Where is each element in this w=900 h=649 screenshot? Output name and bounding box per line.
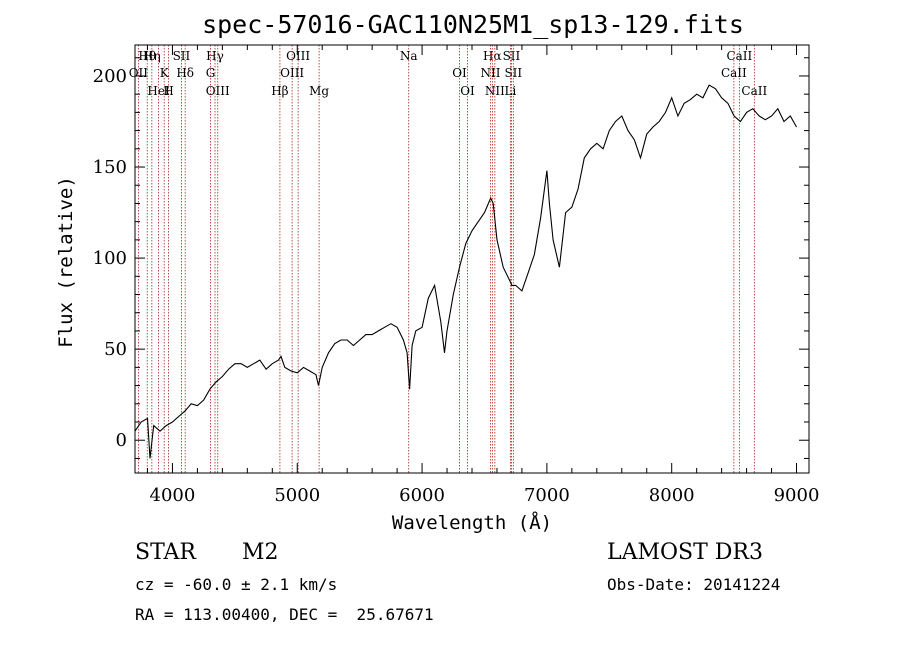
chart-title: spec-57016-GAC110N25M1_sp13-129.fits (202, 10, 744, 39)
obs-date: Obs-Date: 20141224 (607, 575, 781, 594)
spectral-line-label: G (206, 66, 216, 80)
y-tick-label: 0 (116, 430, 127, 451)
spectral-line-label: OIII (280, 66, 304, 80)
object-subclass: M2 (242, 540, 279, 565)
spectral-line-label: OII (129, 66, 149, 80)
spectral-line-label: Hη (143, 49, 161, 63)
y-tick-label: 50 (104, 339, 127, 360)
spectral-line-label: H (163, 84, 173, 98)
spectral-line-label: CaII (726, 49, 752, 63)
object-class: STAR (135, 540, 196, 565)
spectral-line-label: CaII (741, 84, 767, 98)
spectral-line-label: Mg (309, 84, 329, 98)
y-axis: 0 50 100 150 200 (93, 57, 809, 459)
spectral-line-label: Hγ (206, 49, 224, 63)
x-tick-label: 8000 (649, 485, 695, 506)
spectral-line-label: SII (173, 49, 191, 63)
y-tick-label: 100 (93, 248, 127, 269)
spectral-line-label: Hβ (271, 84, 288, 98)
series-line-flux (134, 84, 797, 459)
x-tick-label: 4000 (150, 485, 196, 506)
spectral-line-label: OIII (206, 84, 230, 98)
spectral-line-label: NII (480, 66, 500, 80)
spectral-line-label: Hδ (176, 66, 194, 80)
plot-frame (134, 44, 810, 474)
spectral-line-label: OI (460, 84, 475, 98)
spectral-lines-layer: HθOIIHeIHηKHSIIHδOIIIHγGHβOIIIOIIIMgNaOI… (129, 45, 767, 473)
spectral-line-label: Hα (483, 49, 502, 63)
spectral-line-label: K (160, 66, 170, 80)
x-tick-label: 7000 (524, 485, 570, 506)
survey-label: LAMOST DR3 (607, 540, 763, 565)
spectral-line-label: CaII (721, 66, 747, 80)
x-tick-label: 5000 (274, 485, 320, 506)
x-axis-label: Wavelength (Å) (392, 511, 552, 534)
spectral-line-label: OIII (286, 49, 310, 63)
x-axis: 4000 5000 6000 7000 8000 9000 (146, 45, 820, 506)
x-tick-label: 9000 (774, 485, 820, 506)
cz-value: cz = -60.0 ± 2.1 km/s (135, 575, 338, 594)
x-tick-label: 6000 (399, 485, 445, 506)
spectral-line-label: Li (505, 84, 517, 98)
y-axis-label: Flux (relative) (55, 176, 77, 348)
spectral-line-label: Na (400, 49, 418, 63)
ra-dec: RA = 113.00400, DEC = 25.67671 (135, 605, 434, 624)
spectral-line-label: OI (452, 66, 467, 80)
spectral-line-label: SII (504, 66, 522, 80)
spectral-line-label: SII (503, 49, 521, 63)
spectral-line-label: NII (485, 84, 505, 98)
series-layer (134, 84, 797, 459)
y-tick-label: 150 (93, 157, 127, 178)
y-tick-label: 200 (93, 66, 127, 87)
